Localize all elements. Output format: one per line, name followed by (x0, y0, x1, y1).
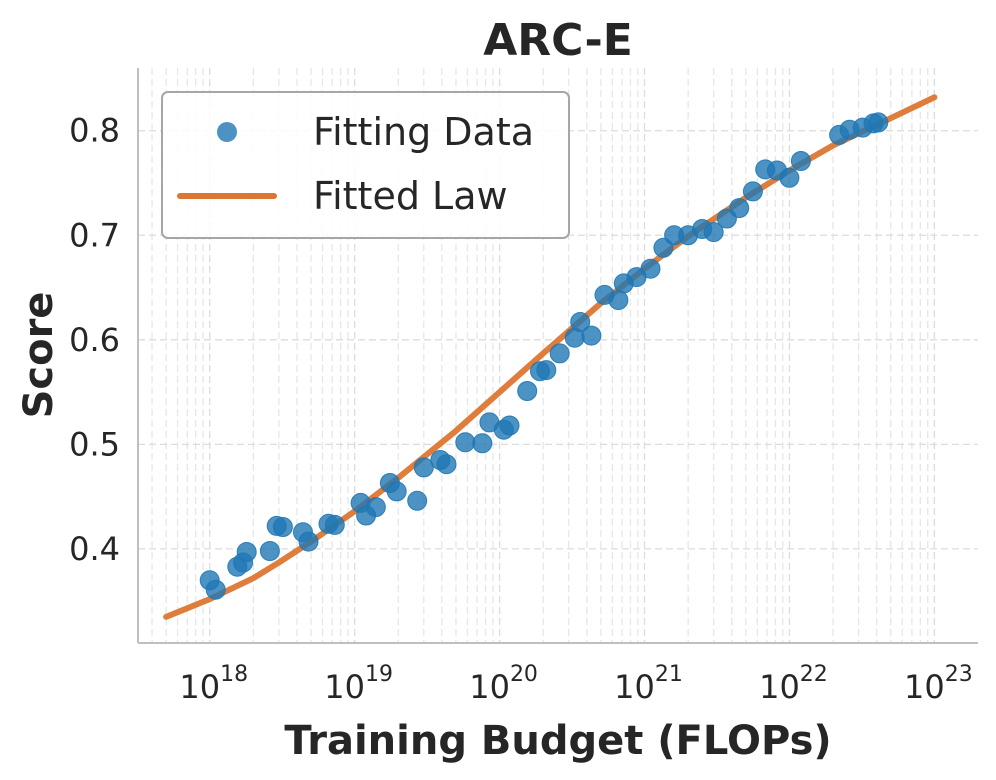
x-tick-exponent: 18 (220, 662, 248, 687)
x-tick-label: 1023 (904, 662, 973, 706)
data-point (549, 343, 570, 364)
y-tick-label: 0.7 (69, 216, 120, 254)
y-tick-label: 0.4 (69, 530, 120, 568)
data-point (205, 579, 226, 600)
y-tick-label: 0.5 (69, 425, 120, 463)
legend-box (161, 91, 570, 239)
data-point (581, 325, 602, 346)
data-point (779, 167, 800, 188)
x-tick-base: 10 (904, 668, 945, 706)
x-tick-exponent: 20 (510, 662, 538, 687)
data-point (365, 497, 386, 518)
data-point (259, 541, 280, 561)
legend: Fitting Data Fitted Law (161, 91, 570, 239)
data-point (472, 433, 493, 454)
data-point (413, 457, 434, 478)
x-tick-base: 10 (324, 668, 365, 706)
x-tick-label: 1022 (759, 662, 828, 706)
data-point (455, 432, 476, 453)
legend-marker-fitting-data (217, 122, 237, 142)
chart-title: ARC-E (483, 15, 633, 66)
data-point (499, 415, 520, 436)
data-point (790, 151, 811, 171)
x-tick-exponent: 19 (365, 662, 393, 687)
data-point (236, 542, 257, 562)
data-point (407, 490, 428, 511)
x-tick-label: 1021 (614, 662, 683, 706)
data-point (729, 198, 750, 219)
data-point (868, 112, 889, 133)
x-tick-base: 10 (614, 668, 655, 706)
x-axis-label: Training Budget (FLOPs) (284, 718, 831, 764)
y-tick-label: 0.8 (69, 112, 120, 150)
data-point (608, 290, 629, 311)
data-point (324, 514, 345, 535)
x-tick-base: 10 (179, 668, 220, 706)
x-tick-exponent: 22 (800, 662, 828, 687)
x-tick-label: 1019 (324, 662, 393, 706)
data-point (570, 312, 591, 332)
y-axis-label: Score (16, 292, 62, 419)
data-point (386, 481, 407, 502)
x-tick-exponent: 21 (655, 662, 683, 687)
data-point (703, 222, 724, 243)
x-tick-label: 1020 (469, 662, 538, 706)
data-point (272, 517, 293, 537)
data-point (298, 531, 319, 552)
x-tick-labels: 1018 1019 1020 1021 1022 1023 (179, 662, 972, 706)
x-tick-base: 10 (759, 668, 800, 706)
fitting-data-series (199, 112, 889, 600)
legend-label-fitting-data: Fitting Data (313, 110, 534, 154)
data-point (742, 181, 763, 202)
data-point (517, 381, 538, 401)
x-tick-exponent: 23 (945, 662, 973, 687)
legend-label-fitted-law: Fitted Law (313, 174, 508, 218)
x-tick-label: 1018 (179, 662, 248, 706)
y-tick-label: 0.6 (69, 321, 120, 359)
data-point (640, 258, 661, 279)
data-point (536, 360, 557, 381)
y-tick-labels: 0.4 0.5 0.6 0.7 0.8 (69, 112, 120, 568)
x-tick-base: 10 (469, 668, 510, 706)
data-point (436, 454, 457, 475)
axes (137, 68, 978, 644)
